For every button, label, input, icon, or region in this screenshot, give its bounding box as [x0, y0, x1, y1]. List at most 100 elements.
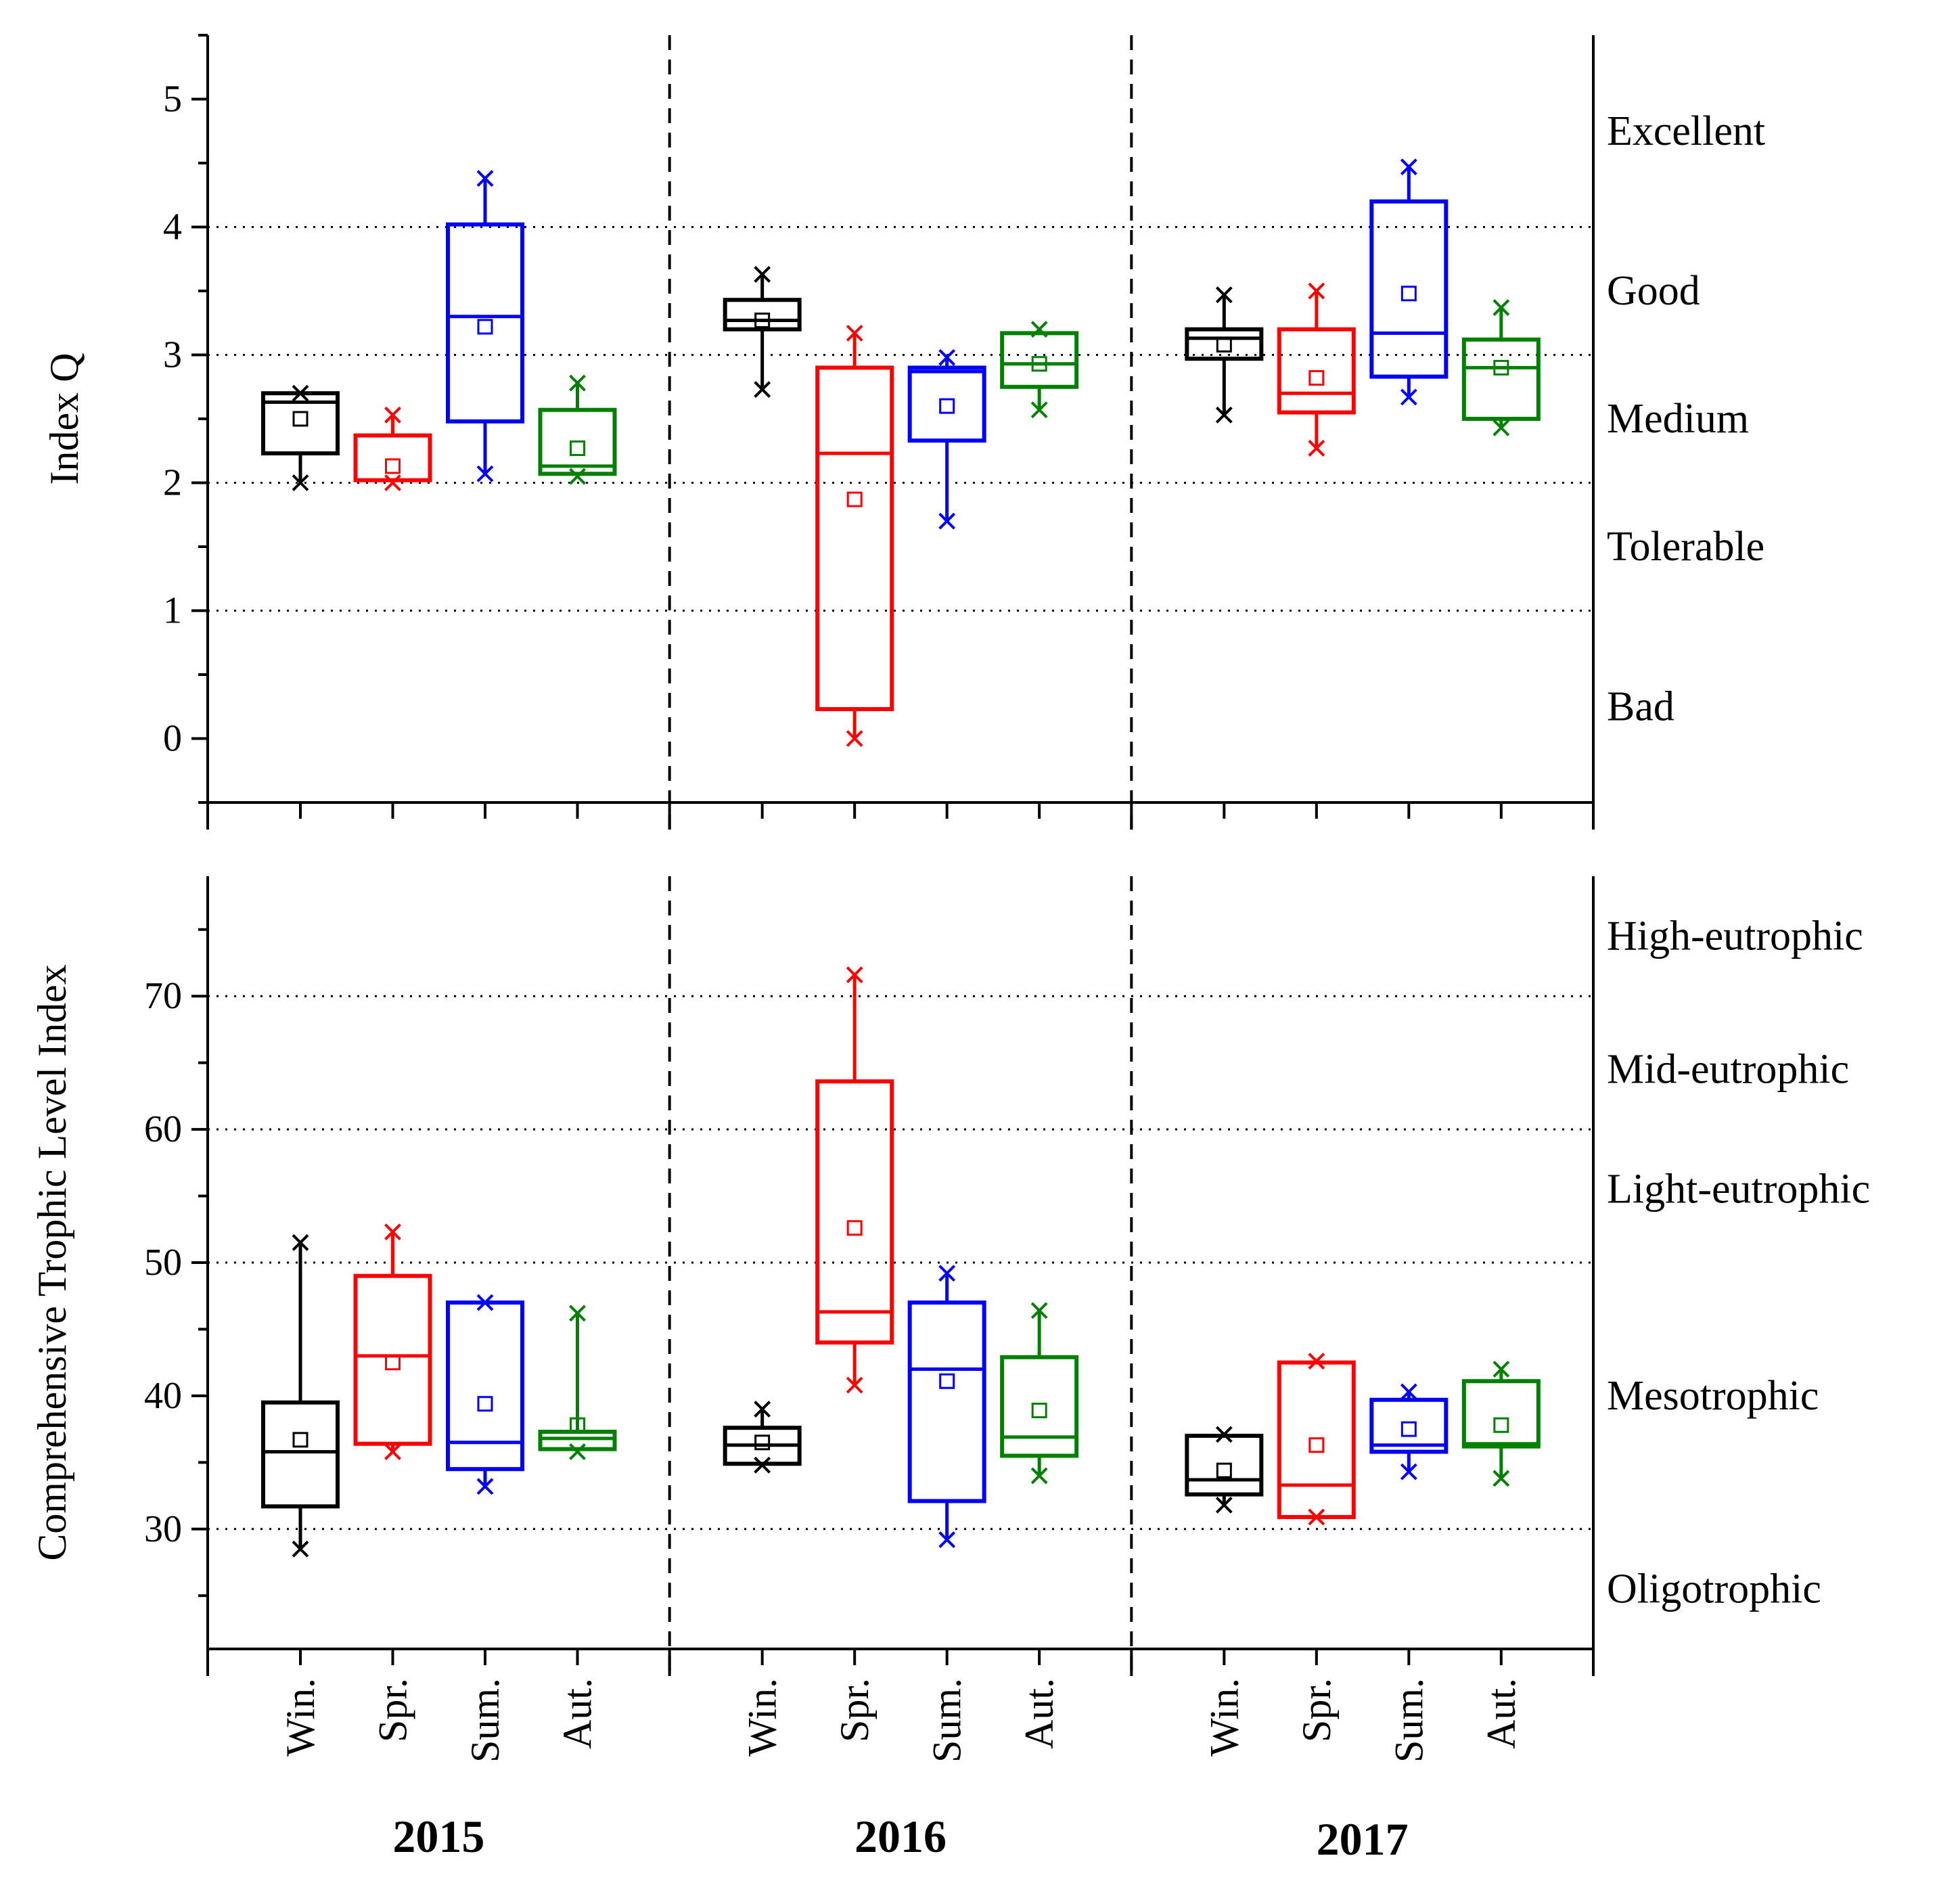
mean-marker [939, 398, 955, 414]
extreme-marker-stroke [569, 1443, 586, 1461]
extreme-marker-stroke [1400, 158, 1417, 176]
mean-marker [292, 1432, 309, 1448]
mean-marker [1216, 1462, 1232, 1478]
extreme-marker [476, 170, 494, 187]
extreme-marker [569, 1443, 586, 1461]
extreme-marker [1308, 1508, 1325, 1526]
extreme-marker [1215, 1496, 1233, 1514]
ctli-box-2015-spr [353, 1223, 432, 1461]
extreme-marker-stroke [846, 1376, 863, 1394]
mean-marker [939, 1373, 955, 1389]
extreme-marker [1492, 1361, 1510, 1378]
extreme-marker-stroke [1308, 282, 1325, 300]
index-q-y-tick-label: 5 [163, 78, 182, 120]
extreme-marker [754, 266, 771, 283]
extreme-marker-stroke [569, 468, 586, 485]
extreme-marker-stroke [1400, 1463, 1417, 1480]
extreme-marker [569, 468, 586, 485]
extreme-marker-stroke [292, 1540, 309, 1558]
mean-marker [570, 1417, 585, 1433]
extreme-marker [1400, 1383, 1417, 1401]
ctli-y-tick-label: 40 [144, 1375, 182, 1417]
x-season-label: Sum. [463, 1678, 507, 1763]
x-season-label: Win. [278, 1678, 323, 1757]
ctli-class-label: High-eutrophic [1607, 913, 1863, 959]
mean-marker [846, 1220, 863, 1236]
extreme-marker-stroke [846, 324, 863, 342]
extreme-marker-stroke [384, 1443, 401, 1461]
box-iqr [1000, 1355, 1079, 1458]
extreme-marker-stroke [1308, 440, 1325, 457]
mean-marker [846, 491, 863, 507]
index-q-box-2016-spr [815, 324, 894, 747]
box-iqr [815, 365, 894, 712]
extreme-marker [292, 474, 309, 491]
extreme-marker-stroke [1030, 1302, 1048, 1319]
ctli-box-2015-aut [538, 1305, 617, 1461]
extreme-marker [1215, 1426, 1233, 1443]
ctli-box-2017-win [1185, 1426, 1264, 1514]
index-q-box-2016-sum [907, 348, 986, 530]
box-iqr [446, 222, 524, 424]
extreme-marker [1400, 388, 1417, 406]
ctli-box-2016-win [723, 1401, 802, 1474]
box-iqr [538, 407, 617, 476]
extreme-marker [292, 384, 309, 402]
extreme-marker [1030, 401, 1048, 419]
extreme-marker [1400, 158, 1417, 176]
mean-marker [1493, 359, 1509, 376]
x-season-label: Spr. [832, 1678, 877, 1742]
index-q-box-2017-win [1185, 286, 1264, 424]
extreme-marker-stroke [1215, 1496, 1233, 1514]
x-year-label: 2016 [854, 1811, 947, 1862]
box-iqr [907, 365, 986, 443]
extreme-marker-stroke [569, 1305, 586, 1322]
x-axis-labels: Win. Spr. Sum. Aut. 2015 Win. Spr. Sum. Aut. 2016… [278, 1678, 1524, 1865]
x-year-label: 2015 [392, 1811, 484, 1862]
mean-marker [754, 1434, 771, 1451]
index-q-y-axis-title: Index Q [42, 353, 87, 485]
ctli-y-tick-label: 50 [144, 1242, 182, 1284]
index-q-box-2016-win [723, 266, 802, 398]
extreme-marker [569, 374, 586, 392]
extreme-marker-stroke [476, 1478, 494, 1495]
extreme-marker-stroke [1215, 286, 1233, 304]
mean-marker [477, 1396, 493, 1412]
index-q-y-tick-label: 2 [163, 462, 182, 504]
index-q-y-tick-label: 4 [163, 206, 182, 248]
extreme-marker [384, 406, 401, 424]
extreme-marker-stroke [846, 730, 863, 747]
index-q-y-tick-label: 1 [163, 590, 182, 632]
extreme-marker-stroke [476, 1294, 494, 1311]
index-q-box-2015-aut [538, 374, 617, 485]
index-q-box-2017-sum [1369, 158, 1449, 406]
extreme-marker-stroke [754, 1456, 771, 1474]
extreme-marker [1030, 321, 1048, 338]
x-season-label: Spr. [1294, 1678, 1339, 1742]
extreme-marker-stroke [1492, 419, 1510, 436]
extreme-marker [1030, 1302, 1048, 1319]
extreme-marker-stroke [938, 512, 956, 530]
extreme-marker-stroke [384, 474, 401, 491]
x-season-label: Aut. [1479, 1678, 1524, 1749]
x-season-label: Sum. [925, 1678, 970, 1763]
extreme-marker-stroke [292, 384, 309, 402]
extreme-marker-stroke [938, 1265, 956, 1282]
extreme-marker [1308, 282, 1325, 300]
box-iqr [538, 1430, 617, 1451]
mean-marker [292, 411, 309, 427]
index-q-class-label: Bad [1607, 683, 1674, 729]
mean-marker [477, 319, 493, 335]
x-season-label: Win. [740, 1678, 785, 1757]
index-q-y-tick-label: 3 [163, 334, 182, 376]
extreme-marker-stroke [1030, 401, 1048, 419]
index-q-box-2015-win [261, 384, 340, 491]
x-year-label: 2017 [1317, 1813, 1409, 1865]
x-season-label: Sum. [1386, 1678, 1431, 1763]
box-iqr [815, 1079, 894, 1345]
box-iqr [261, 1400, 340, 1509]
box-iqr [1185, 327, 1264, 361]
extreme-marker-stroke [384, 406, 401, 424]
ctli-box-2016-aut [1000, 1302, 1079, 1485]
extreme-marker [846, 324, 863, 342]
